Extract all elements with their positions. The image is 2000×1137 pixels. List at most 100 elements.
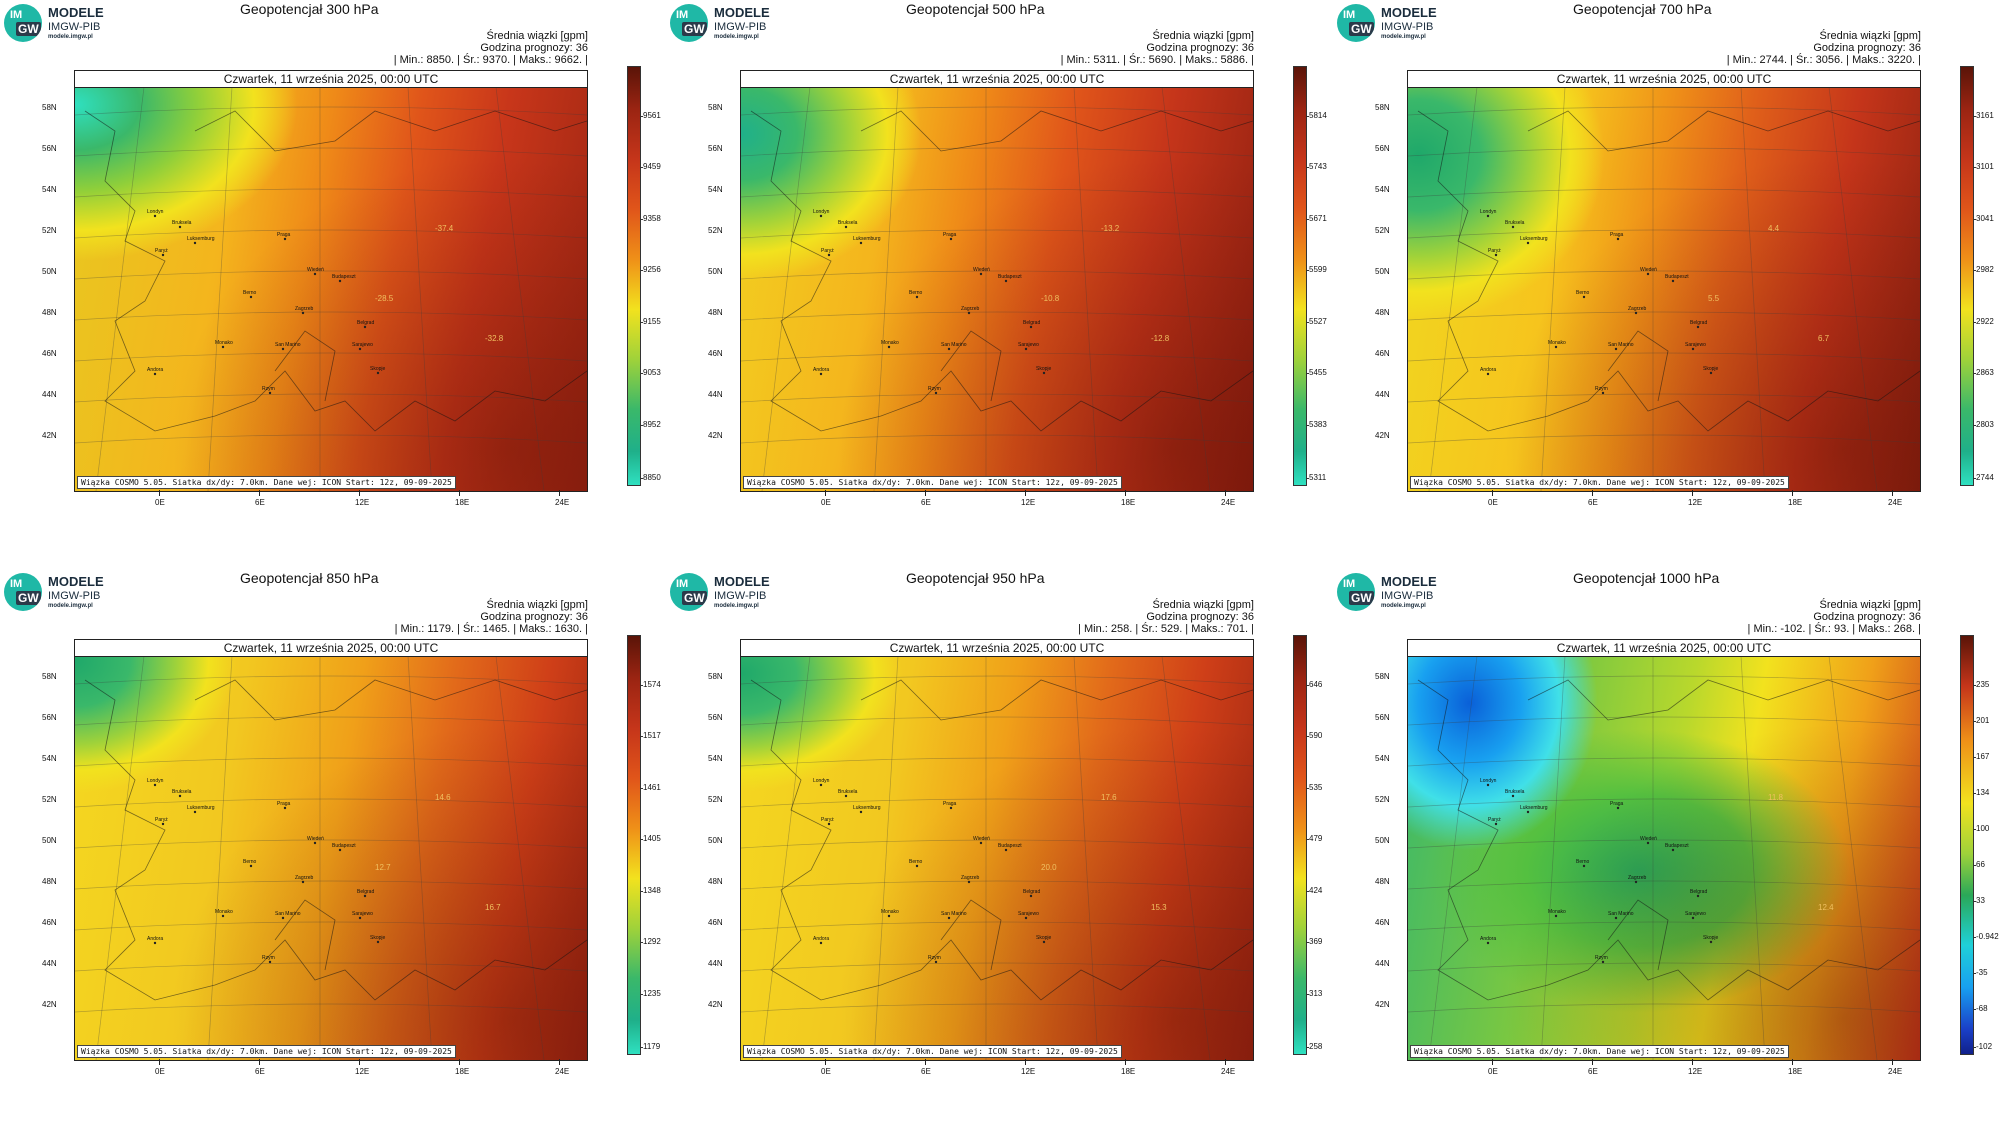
latitude-label: 44N [1375,959,1390,968]
longitude-label: 6E [921,1067,931,1076]
isoline-label: 12.4 [1818,903,1834,912]
imgw-logo-icon: IM GW [1337,4,1375,42]
colorbar-label: -0.942 [1976,932,1999,941]
logo-mark-top: IM [1343,9,1356,21]
latitude-line [75,798,587,808]
city-marker [827,253,831,257]
latitude-line [1408,311,1920,321]
colorbar-tick [1973,901,1976,902]
longitude-tick [1592,490,1593,496]
colorbar-label: -102 [1976,1042,1993,1051]
city-label: Wiedeń [973,836,990,842]
isoline-label: 16.7 [485,903,501,912]
longitude-line [1161,655,1211,1060]
longitude-tick [559,490,560,496]
colorbar-label: 9155 [643,316,661,326]
panel-info: Średnia wiązki [gpm] Godzina prognozy: 3… [395,599,588,635]
latitude-label: 44N [1375,390,1390,399]
city-label: Praga [943,801,957,807]
city-marker [819,214,823,218]
isoline-label: 15.3 [1151,903,1167,912]
imgw-logo: IM GW MODELE IMGW-PIB modele.imgw.pl [1337,573,1487,613]
city-label: Sarajewo [1685,911,1706,917]
city-marker [1614,916,1618,920]
city-label: San Marino [275,342,301,348]
city-label: Berno [909,290,923,296]
map-area: Londyn Bruksela Paryż Luksemburg Praga Wiedeń… [74,70,588,492]
colorbar-tick [1973,973,1976,974]
city-marker [1029,894,1033,898]
city-marker [161,253,165,257]
longitude-line [95,655,145,1060]
colorbar-tick [1973,829,1976,830]
city-marker [934,391,938,395]
city-marker [1696,325,1700,329]
city-label: Belgrad [1690,320,1707,326]
latitude-line [741,352,1253,362]
latitude-label: 48N [1375,877,1390,886]
city-label: Bruksela [838,220,858,226]
longitude-label: 12E [1021,498,1036,507]
city-marker [1004,279,1008,283]
latitude-label: 52N [42,226,57,235]
city-marker [949,806,953,810]
longitude-line [873,86,899,491]
city-marker [1709,940,1713,944]
map-overlay-svg: Londyn Bruksela Paryż Luksemburg Praga Wiedeń… [75,655,587,1060]
city-label: Belgrad [1023,889,1040,895]
city-label: Londyn [1480,209,1497,215]
city-label: Paryż [821,248,834,254]
longitude-tick [825,490,826,496]
longitude-tick [1792,490,1793,496]
longitude-line [1073,655,1099,1060]
isoline-label: 4.4 [1768,224,1780,233]
city-marker [301,880,305,884]
longitude-line [761,655,811,1060]
city-marker [283,806,287,810]
imgw-logo-icon: IM GW [4,573,42,611]
latitude-line [1408,839,1920,849]
isoline-label: -37.4 [435,224,454,233]
coastline [1417,110,1920,432]
city-marker [193,241,197,245]
city-label: Londyn [147,778,164,784]
colorbar-tick [1306,478,1309,479]
city-label: Berno [1576,859,1590,865]
city-marker [376,371,380,375]
latitude-line [75,311,587,321]
city-marker [161,822,165,826]
colorbar-tick [1306,1047,1309,1048]
longitude-label: 18E [455,498,470,507]
colorbar [1960,66,1974,486]
city-label: Londyn [813,209,830,215]
latitude-line [1408,921,1920,931]
city-marker [1024,347,1028,351]
latitude-line [741,675,1253,685]
city-label: Wiedeń [307,267,324,273]
map-panel: IM GW MODELE IMGW-PIB modele.imgw.pl Geo… [0,569,666,1137]
city-marker [1601,960,1605,964]
latitude-line [1408,1003,1920,1013]
city-marker [249,864,253,868]
latitude-line [741,921,1253,931]
city-marker [178,794,182,798]
latitude-line [741,798,1253,808]
logo-url: modele.imgw.pl [1381,34,1426,40]
city-label: Wiedeń [973,267,990,273]
city-marker [934,960,938,964]
colorbar-tick [1306,685,1309,686]
colorbar-tick [1306,373,1309,375]
colorbar-label: 8850 [643,473,661,482]
longitude-label: 12E [1021,1067,1036,1076]
longitude-label: 0E [821,498,831,507]
latitude-label: 48N [708,308,723,317]
isoline-label: 20.0 [1041,863,1057,872]
logo-subtitle: IMGW-PIB [1381,21,1434,33]
latitude-label: 44N [708,390,723,399]
city-label: Paryż [155,817,168,823]
date-bar: Czwartek, 11 września 2025, 00:00 UTC [75,640,587,657]
colorbar-label: 479 [1309,834,1323,844]
city-marker [1486,941,1490,945]
longitude-label: 12E [1688,498,1703,507]
longitude-label: 18E [1788,1067,1803,1076]
